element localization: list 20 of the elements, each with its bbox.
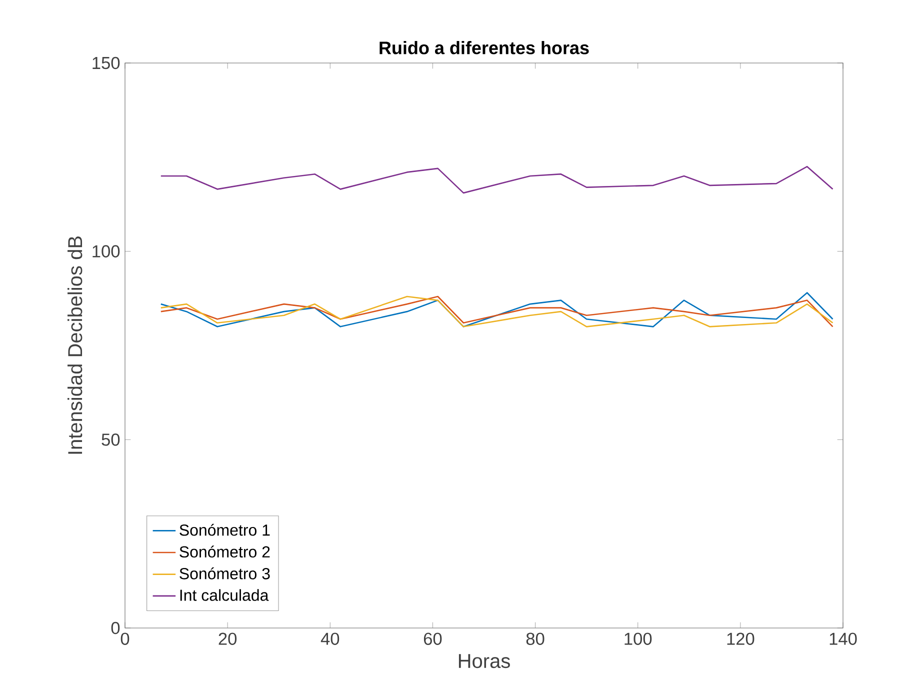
x-tick-label: 60: [424, 632, 442, 645]
x-axis-title: Horas: [458, 654, 510, 668]
y-axis-title: Intensidad Decibelios dB: [68, 236, 82, 454]
y-tick-label: 100: [92, 245, 120, 258]
legend-label: Int calculada: [180, 589, 269, 601]
x-tick-label: 40: [320, 632, 340, 645]
chart-title: Ruido a diferentes horas: [380, 41, 589, 54]
x-tick-label: 120: [727, 632, 754, 645]
line-series: [160, 166, 834, 194]
legend-label: Sonómetro 1: [180, 524, 270, 536]
x-tick-label: 0: [120, 632, 130, 645]
x-tick-label: 100: [624, 632, 652, 645]
x-tick-label: 80: [526, 632, 544, 645]
y-tick-label: 150: [92, 56, 120, 70]
legend-label: Sonómetro 2: [180, 546, 270, 558]
legend-label: Sonómetro 3: [180, 567, 270, 580]
x-tick-label: 20: [218, 632, 237, 645]
y-tick-label: 0: [111, 622, 120, 634]
x-tick-label: 140: [830, 632, 857, 645]
y-tick-label: 50: [102, 434, 120, 446]
